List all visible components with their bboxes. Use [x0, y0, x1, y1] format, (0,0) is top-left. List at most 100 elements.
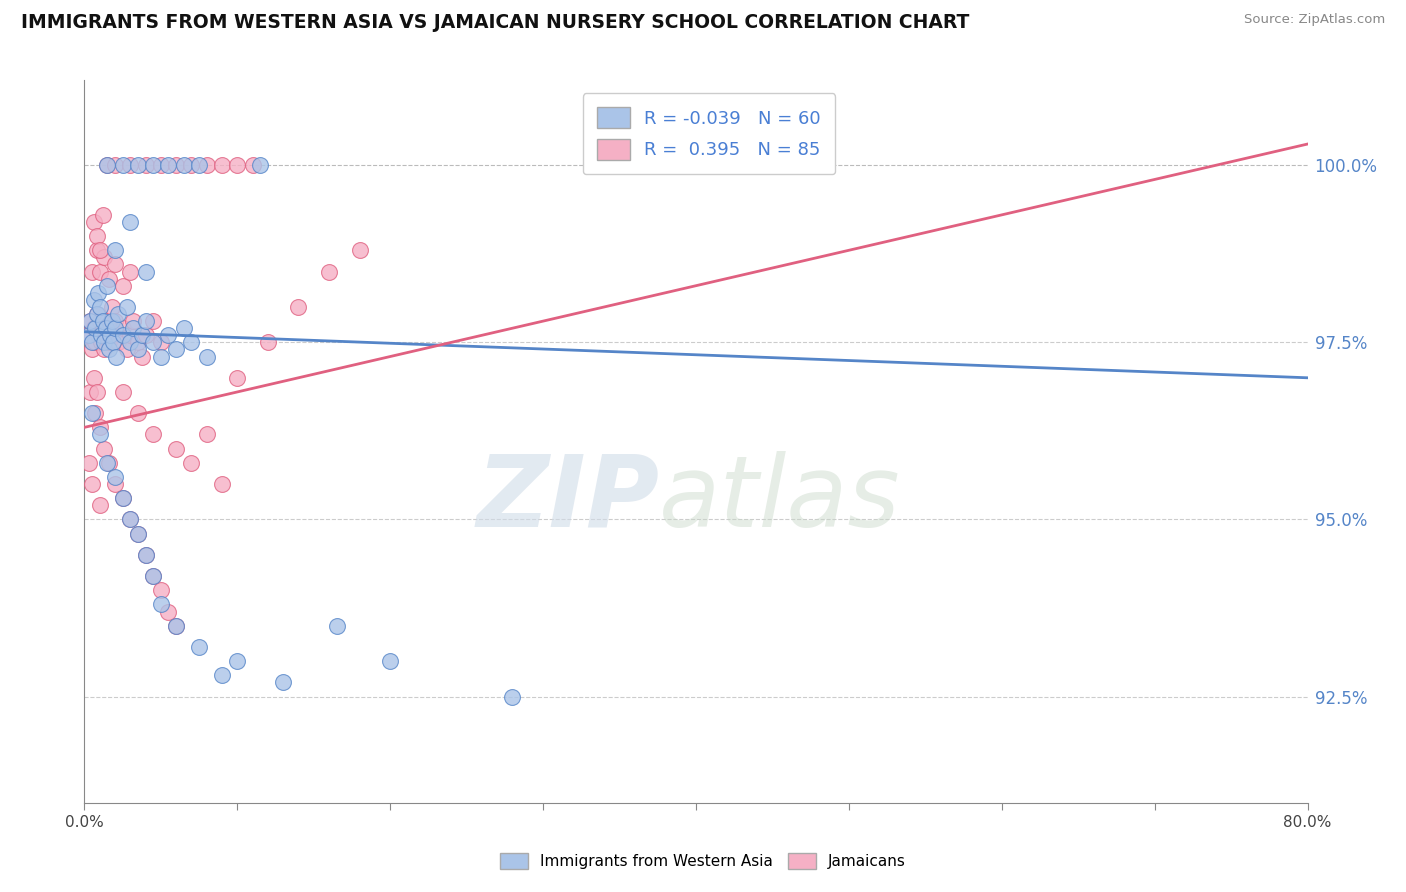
Point: [83, 293, 105, 307]
Point: [115, 343, 138, 357]
Point: [120, 512, 142, 526]
Point: [195, 350, 218, 364]
Point: [104, 158, 127, 172]
Point: [142, 314, 165, 328]
Point: [165, 442, 187, 456]
Point: [149, 598, 172, 612]
Point: [120, 158, 142, 172]
Point: [165, 343, 187, 357]
Point: [157, 158, 180, 172]
Point: [80, 335, 103, 350]
Point: [86, 229, 108, 244]
Point: [89, 264, 111, 278]
Point: [349, 244, 371, 258]
Point: [242, 158, 264, 172]
Point: [122, 314, 145, 328]
Point: [115, 300, 138, 314]
Point: [127, 343, 149, 357]
Point: [502, 690, 524, 704]
Point: [135, 328, 157, 343]
Point: [90, 335, 112, 350]
Legend: Immigrants from Western Asia, Jamaicans: Immigrants from Western Asia, Jamaicans: [494, 847, 912, 875]
Point: [77, 328, 100, 343]
Point: [86, 384, 108, 399]
Point: [101, 300, 124, 314]
Point: [287, 300, 309, 314]
Point: [173, 158, 195, 172]
Point: [89, 427, 111, 442]
Point: [107, 335, 129, 350]
Point: [135, 548, 157, 562]
Point: [96, 278, 118, 293]
Point: [97, 456, 120, 470]
Point: [83, 371, 105, 385]
Point: [101, 314, 124, 328]
Point: [188, 158, 211, 172]
Legend: R = -0.039   N = 60, R =  0.395   N = 85: R = -0.039 N = 60, R = 0.395 N = 85: [582, 93, 835, 174]
Point: [111, 321, 134, 335]
Point: [122, 321, 145, 335]
Point: [149, 583, 172, 598]
Point: [142, 569, 165, 583]
Text: ZIP: ZIP: [477, 450, 659, 548]
Point: [89, 498, 111, 512]
Point: [86, 307, 108, 321]
Point: [96, 158, 118, 172]
Point: [157, 328, 180, 343]
Point: [103, 328, 125, 343]
Point: [142, 158, 165, 172]
Point: [165, 618, 187, 632]
Point: [226, 158, 249, 172]
Point: [257, 335, 280, 350]
Point: [142, 335, 165, 350]
Point: [91, 208, 114, 222]
Point: [89, 420, 111, 434]
Point: [84, 321, 107, 335]
Point: [80, 477, 103, 491]
Point: [180, 456, 202, 470]
Point: [80, 264, 103, 278]
Point: [77, 456, 100, 470]
Point: [97, 343, 120, 357]
Point: [135, 264, 157, 278]
Point: [97, 271, 120, 285]
Point: [94, 328, 117, 343]
Point: [87, 285, 110, 300]
Point: [120, 512, 142, 526]
Point: [86, 307, 108, 321]
Point: [226, 654, 249, 668]
Point: [180, 158, 202, 172]
Point: [86, 244, 108, 258]
Point: [111, 328, 134, 343]
Point: [173, 321, 195, 335]
Point: [211, 477, 233, 491]
Point: [98, 321, 121, 335]
Point: [76, 328, 98, 343]
Point: [79, 384, 101, 399]
Point: [111, 278, 134, 293]
Point: [91, 321, 114, 335]
Text: Source: ZipAtlas.com: Source: ZipAtlas.com: [1244, 13, 1385, 27]
Text: IMMIGRANTS FROM WESTERN ASIA VS JAMAICAN NURSERY SCHOOL CORRELATION CHART: IMMIGRANTS FROM WESTERN ASIA VS JAMAICAN…: [21, 13, 970, 32]
Point: [135, 314, 157, 328]
Point: [195, 427, 218, 442]
Point: [120, 328, 142, 343]
Point: [249, 158, 271, 172]
Point: [318, 264, 340, 278]
Point: [93, 251, 115, 265]
Point: [271, 675, 294, 690]
Point: [93, 335, 115, 350]
Point: [188, 640, 211, 654]
Point: [96, 456, 118, 470]
Point: [142, 569, 165, 583]
Point: [127, 158, 149, 172]
Point: [149, 335, 172, 350]
Point: [103, 335, 125, 350]
Point: [96, 158, 118, 172]
Point: [84, 406, 107, 420]
Point: [84, 335, 107, 350]
Point: [111, 491, 134, 506]
Point: [93, 442, 115, 456]
Point: [97, 335, 120, 350]
Point: [149, 350, 172, 364]
